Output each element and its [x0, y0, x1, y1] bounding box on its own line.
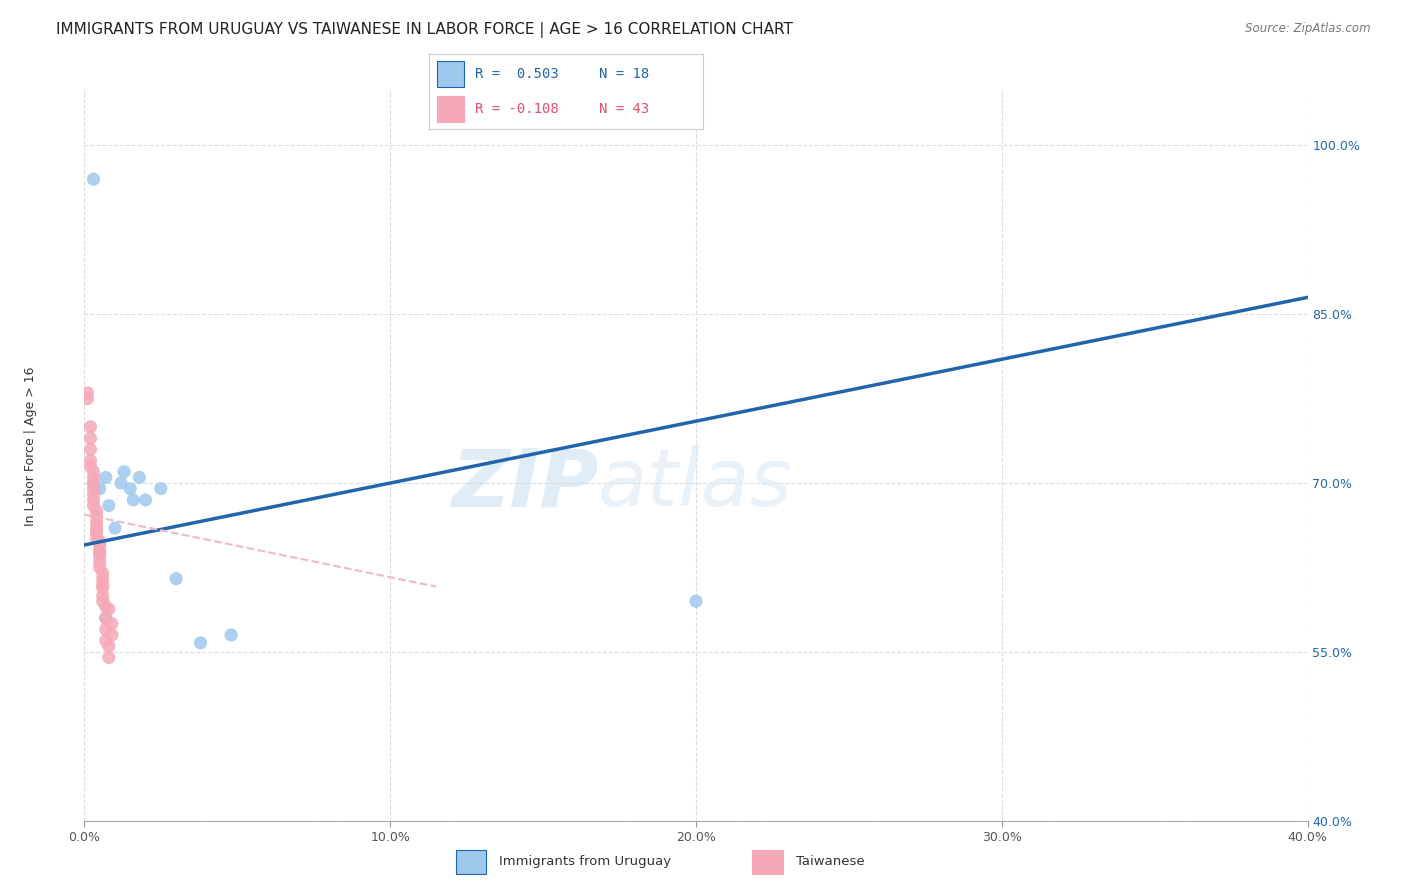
- Point: [86, 521, 108, 535]
- Point: [83, 482, 105, 496]
- Point: [79, 459, 101, 474]
- Point: [104, 521, 127, 535]
- Text: atlas: atlas: [598, 445, 793, 524]
- Point: [76, 392, 98, 406]
- Point: [83, 476, 105, 491]
- Point: [97, 602, 120, 616]
- Point: [86, 516, 108, 530]
- Point: [89, 546, 111, 560]
- Point: [219, 628, 242, 642]
- Point: [165, 572, 187, 586]
- Point: [122, 492, 145, 507]
- Bar: [752, 850, 783, 873]
- Text: R = -0.108: R = -0.108: [475, 102, 560, 116]
- Point: [79, 431, 101, 445]
- Point: [97, 650, 120, 665]
- Text: ZIP: ZIP: [451, 445, 598, 524]
- Bar: [456, 850, 486, 873]
- Point: [91, 572, 114, 586]
- Point: [83, 470, 105, 484]
- Point: [83, 492, 105, 507]
- Text: R =  0.503: R = 0.503: [475, 67, 560, 81]
- Point: [83, 499, 105, 513]
- Point: [94, 599, 117, 614]
- Point: [91, 594, 114, 608]
- Point: [101, 616, 124, 631]
- Point: [110, 476, 132, 491]
- Point: [94, 611, 117, 625]
- Point: [86, 533, 108, 547]
- Point: [685, 594, 707, 608]
- Point: [89, 560, 111, 574]
- Point: [94, 633, 117, 648]
- Point: [112, 465, 135, 479]
- Point: [91, 566, 114, 580]
- Point: [97, 499, 120, 513]
- Point: [76, 386, 98, 401]
- Point: [89, 534, 111, 549]
- Point: [89, 482, 111, 496]
- Point: [94, 623, 117, 637]
- Point: [91, 589, 114, 603]
- Point: [101, 628, 124, 642]
- Point: [89, 549, 111, 564]
- Point: [89, 543, 111, 558]
- Point: [91, 577, 114, 591]
- Point: [190, 636, 212, 650]
- Text: Immigrants from Uruguay: Immigrants from Uruguay: [499, 855, 671, 868]
- Text: IMMIGRANTS FROM URUGUAY VS TAIWANESE IN LABOR FORCE | AGE > 16 CORRELATION CHART: IMMIGRANTS FROM URUGUAY VS TAIWANESE IN …: [56, 22, 793, 38]
- Text: In Labor Force | Age > 16: In Labor Force | Age > 16: [24, 367, 38, 525]
- Point: [97, 639, 120, 653]
- Point: [86, 509, 108, 524]
- Point: [149, 482, 172, 496]
- Bar: [437, 96, 464, 122]
- Point: [86, 504, 108, 518]
- Point: [89, 555, 111, 569]
- Point: [89, 538, 111, 552]
- Point: [120, 482, 142, 496]
- Bar: [437, 62, 464, 87]
- Point: [79, 419, 101, 434]
- Point: [94, 611, 117, 625]
- Point: [86, 524, 108, 538]
- Text: Source: ZipAtlas.com: Source: ZipAtlas.com: [1246, 22, 1371, 36]
- Text: Taiwanese: Taiwanese: [796, 855, 865, 868]
- Point: [86, 526, 108, 541]
- Point: [79, 442, 101, 457]
- Text: N = 18: N = 18: [599, 67, 650, 81]
- Point: [83, 465, 105, 479]
- Point: [79, 453, 101, 467]
- Point: [83, 172, 105, 186]
- Point: [135, 492, 157, 507]
- Point: [83, 476, 105, 491]
- Point: [83, 487, 105, 501]
- Text: N = 43: N = 43: [599, 102, 650, 116]
- Point: [94, 470, 117, 484]
- Point: [91, 581, 114, 595]
- Point: [128, 470, 150, 484]
